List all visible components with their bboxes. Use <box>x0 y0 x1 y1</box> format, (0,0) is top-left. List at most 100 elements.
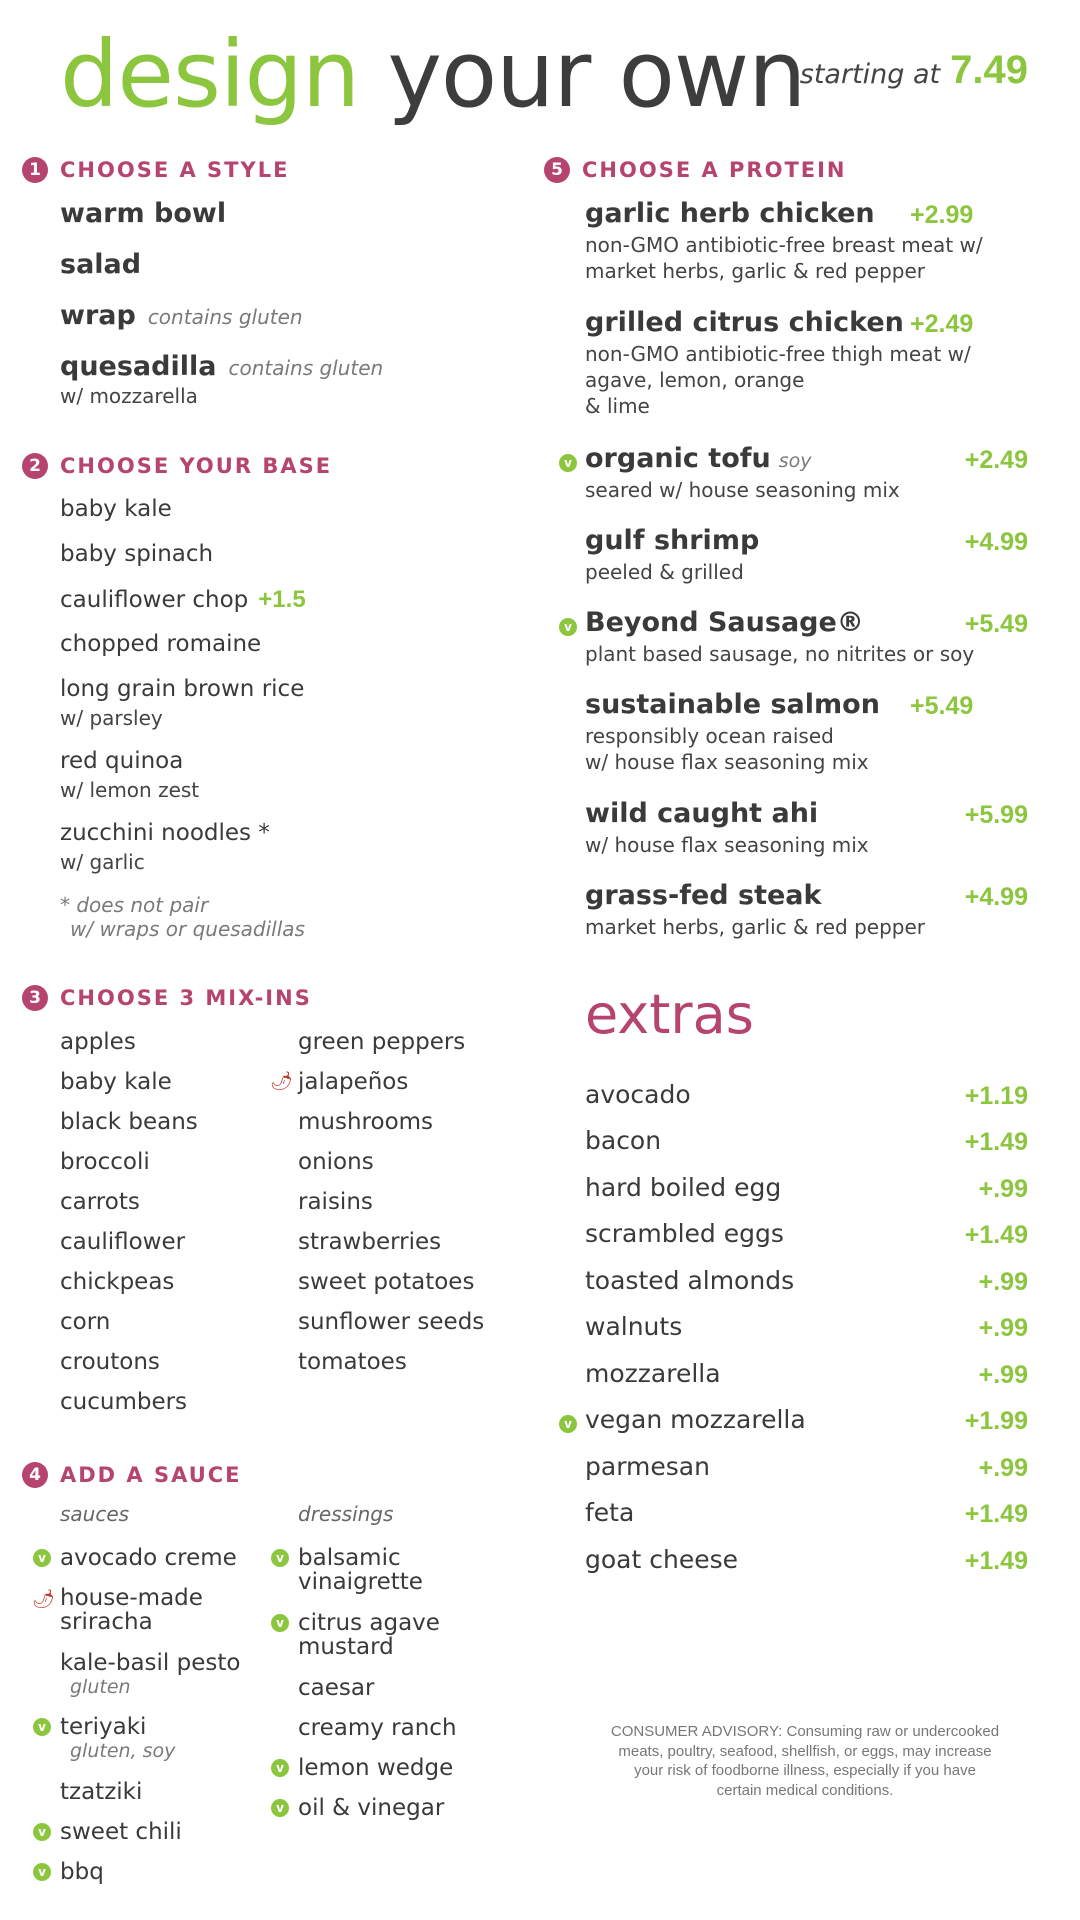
base-item-sub: w/ lemon zest <box>60 778 200 802</box>
page-title: design your own <box>60 21 806 128</box>
protein-price: +4.99 <box>964 883 1028 911</box>
protein-name: organic tofu soy <box>585 443 812 474</box>
section-mixins-heading: 3 CHOOSE 3 MIX-INS <box>22 985 312 1011</box>
extra-item: bacon <box>585 1126 662 1155</box>
mixin-item: mushrooms <box>298 1109 434 1135</box>
vegan-icon: v <box>271 1549 289 1567</box>
sauce-item-note: gluten, soy <box>70 1740 176 1762</box>
dressing-item: caesar <box>298 1675 375 1701</box>
mixin-item: cauliflower <box>60 1229 186 1255</box>
sauce-item: house-made <box>60 1585 203 1611</box>
mixin-item: carrots <box>60 1189 140 1215</box>
starting-price-value: 7.49 <box>950 48 1028 92</box>
protein-desc: non-GMO antibiotic-free breast meat w/ <box>585 233 983 257</box>
extra-item: goat cheese <box>585 1545 738 1574</box>
protein-name: wild caught ahi <box>585 798 819 829</box>
dressing-item: balsamic <box>298 1545 401 1571</box>
section-sauce-heading: 4 ADD A SAUCE <box>22 1462 242 1488</box>
dressings-label: dressings <box>298 1502 394 1526</box>
protein-desc: agave, lemon, orange <box>585 368 805 392</box>
mixin-item: sunflower seeds <box>298 1309 485 1335</box>
protein-desc: w/ house flax seasoning mix <box>585 833 869 857</box>
mixin-item: strawberries <box>298 1229 442 1255</box>
extra-price: +.99 <box>978 1361 1028 1389</box>
mixin-item: onions <box>298 1149 374 1175</box>
protein-name: garlic herb chicken <box>585 198 875 229</box>
extra-item: mozzarella <box>585 1359 721 1388</box>
section-title: CHOOSE A PROTEIN <box>582 158 847 182</box>
mixin-item: broccoli <box>60 1149 150 1175</box>
protein-price: +5.99 <box>964 801 1028 829</box>
extra-price: +.99 <box>978 1314 1028 1342</box>
sauce-item: avocado creme <box>60 1545 237 1571</box>
title-design: design <box>60 21 360 128</box>
advisory-line: certain medical conditions. <box>716 1781 894 1799</box>
extra-price: +1.49 <box>964 1547 1028 1575</box>
dressing-item-line2: vinaigrette <box>298 1569 423 1595</box>
extra-price: +1.49 <box>964 1500 1028 1528</box>
advisory-line: your risk of foodborne illness, especial… <box>634 1762 976 1779</box>
mixin-item: croutons <box>60 1349 160 1375</box>
dressing-item-line2: mustard <box>298 1634 394 1660</box>
section-style-heading: 1 CHOOSE A STYLE <box>22 157 289 183</box>
base-item: baby spinach <box>60 541 214 567</box>
starting-price: starting at 7.49 <box>800 48 1028 93</box>
step-number-4: 4 <box>22 1462 48 1488</box>
mixin-item: green peppers <box>298 1029 466 1055</box>
section-title: CHOOSE YOUR BASE <box>60 454 333 478</box>
base-item-sub: w/ garlic <box>60 850 145 874</box>
vegan-icon: v <box>559 1415 577 1433</box>
protein-name: grass-fed steak <box>585 880 822 911</box>
vegan-icon: v <box>271 1614 289 1632</box>
dressing-item: lemon wedge <box>298 1755 454 1781</box>
extra-item: toasted almonds <box>585 1266 795 1295</box>
section-title: CHOOSE A STYLE <box>60 158 290 182</box>
protein-name: grilled citrus chicken <box>585 307 904 338</box>
mixin-item: tomatoes <box>298 1349 407 1375</box>
sauce-item-line2: sriracha <box>60 1609 153 1635</box>
vegan-icon: v <box>271 1759 289 1777</box>
extra-price: +1.99 <box>964 1407 1028 1435</box>
extra-price: +.99 <box>978 1454 1028 1482</box>
base-footnote: * does not pair <box>60 893 209 917</box>
protein-name-text: organic tofu <box>585 443 771 474</box>
title-your-own: your own <box>387 21 806 128</box>
protein-desc: seared w/ house seasoning mix <box>585 478 900 502</box>
protein-price: +2.49 <box>910 310 974 338</box>
vegan-icon: v <box>33 1718 51 1736</box>
protein-name: sustainable salmon <box>585 689 880 720</box>
base-item: zucchini noodles * <box>60 820 270 846</box>
section-title: CHOOSE 3 MIX-INS <box>60 986 312 1010</box>
style-item: quesadilla contains gluten <box>60 351 383 382</box>
sauce-item: bbq <box>60 1859 104 1885</box>
style-item: wrap contains gluten <box>60 300 303 331</box>
extra-price: +1.19 <box>964 1082 1028 1110</box>
extra-price: +1.49 <box>964 1221 1028 1249</box>
style-item-note: contains gluten <box>147 305 303 329</box>
protein-desc: non-GMO antibiotic-free thigh meat w/ <box>585 342 971 366</box>
vegan-icon: v <box>33 1823 51 1841</box>
mixin-item: raisins <box>298 1189 373 1215</box>
style-item: warm bowl <box>60 198 227 229</box>
protein-price: +4.99 <box>964 528 1028 556</box>
base-item-sub: w/ parsley <box>60 706 163 730</box>
sauce-item: teriyaki <box>60 1714 147 1740</box>
extra-price: +.99 <box>978 1175 1028 1203</box>
sauce-item: kale-basil pesto <box>60 1650 241 1676</box>
protein-price: +5.49 <box>910 692 974 720</box>
extras-title: extras <box>585 983 754 1046</box>
sauces-label: sauces <box>60 1502 130 1526</box>
vegan-icon: v <box>559 618 577 636</box>
dressing-item: creamy ranch <box>298 1715 457 1741</box>
mixin-item: chickpeas <box>60 1269 175 1295</box>
section-title: ADD A SAUCE <box>60 1463 242 1487</box>
protein-name: gulf shrimp <box>585 525 760 556</box>
protein-price: +2.99 <box>910 201 974 229</box>
sauce-item: sweet chili <box>60 1819 182 1845</box>
mixin-item: baby kale <box>60 1069 172 1095</box>
mixin-item: sweet potatoes <box>298 1269 475 1295</box>
base-item: chopped romaine <box>60 631 262 657</box>
style-item-name: quesadilla <box>60 351 217 382</box>
extra-item: vegan mozzarella <box>585 1405 806 1434</box>
protein-desc: responsibly ocean raised <box>585 724 834 748</box>
